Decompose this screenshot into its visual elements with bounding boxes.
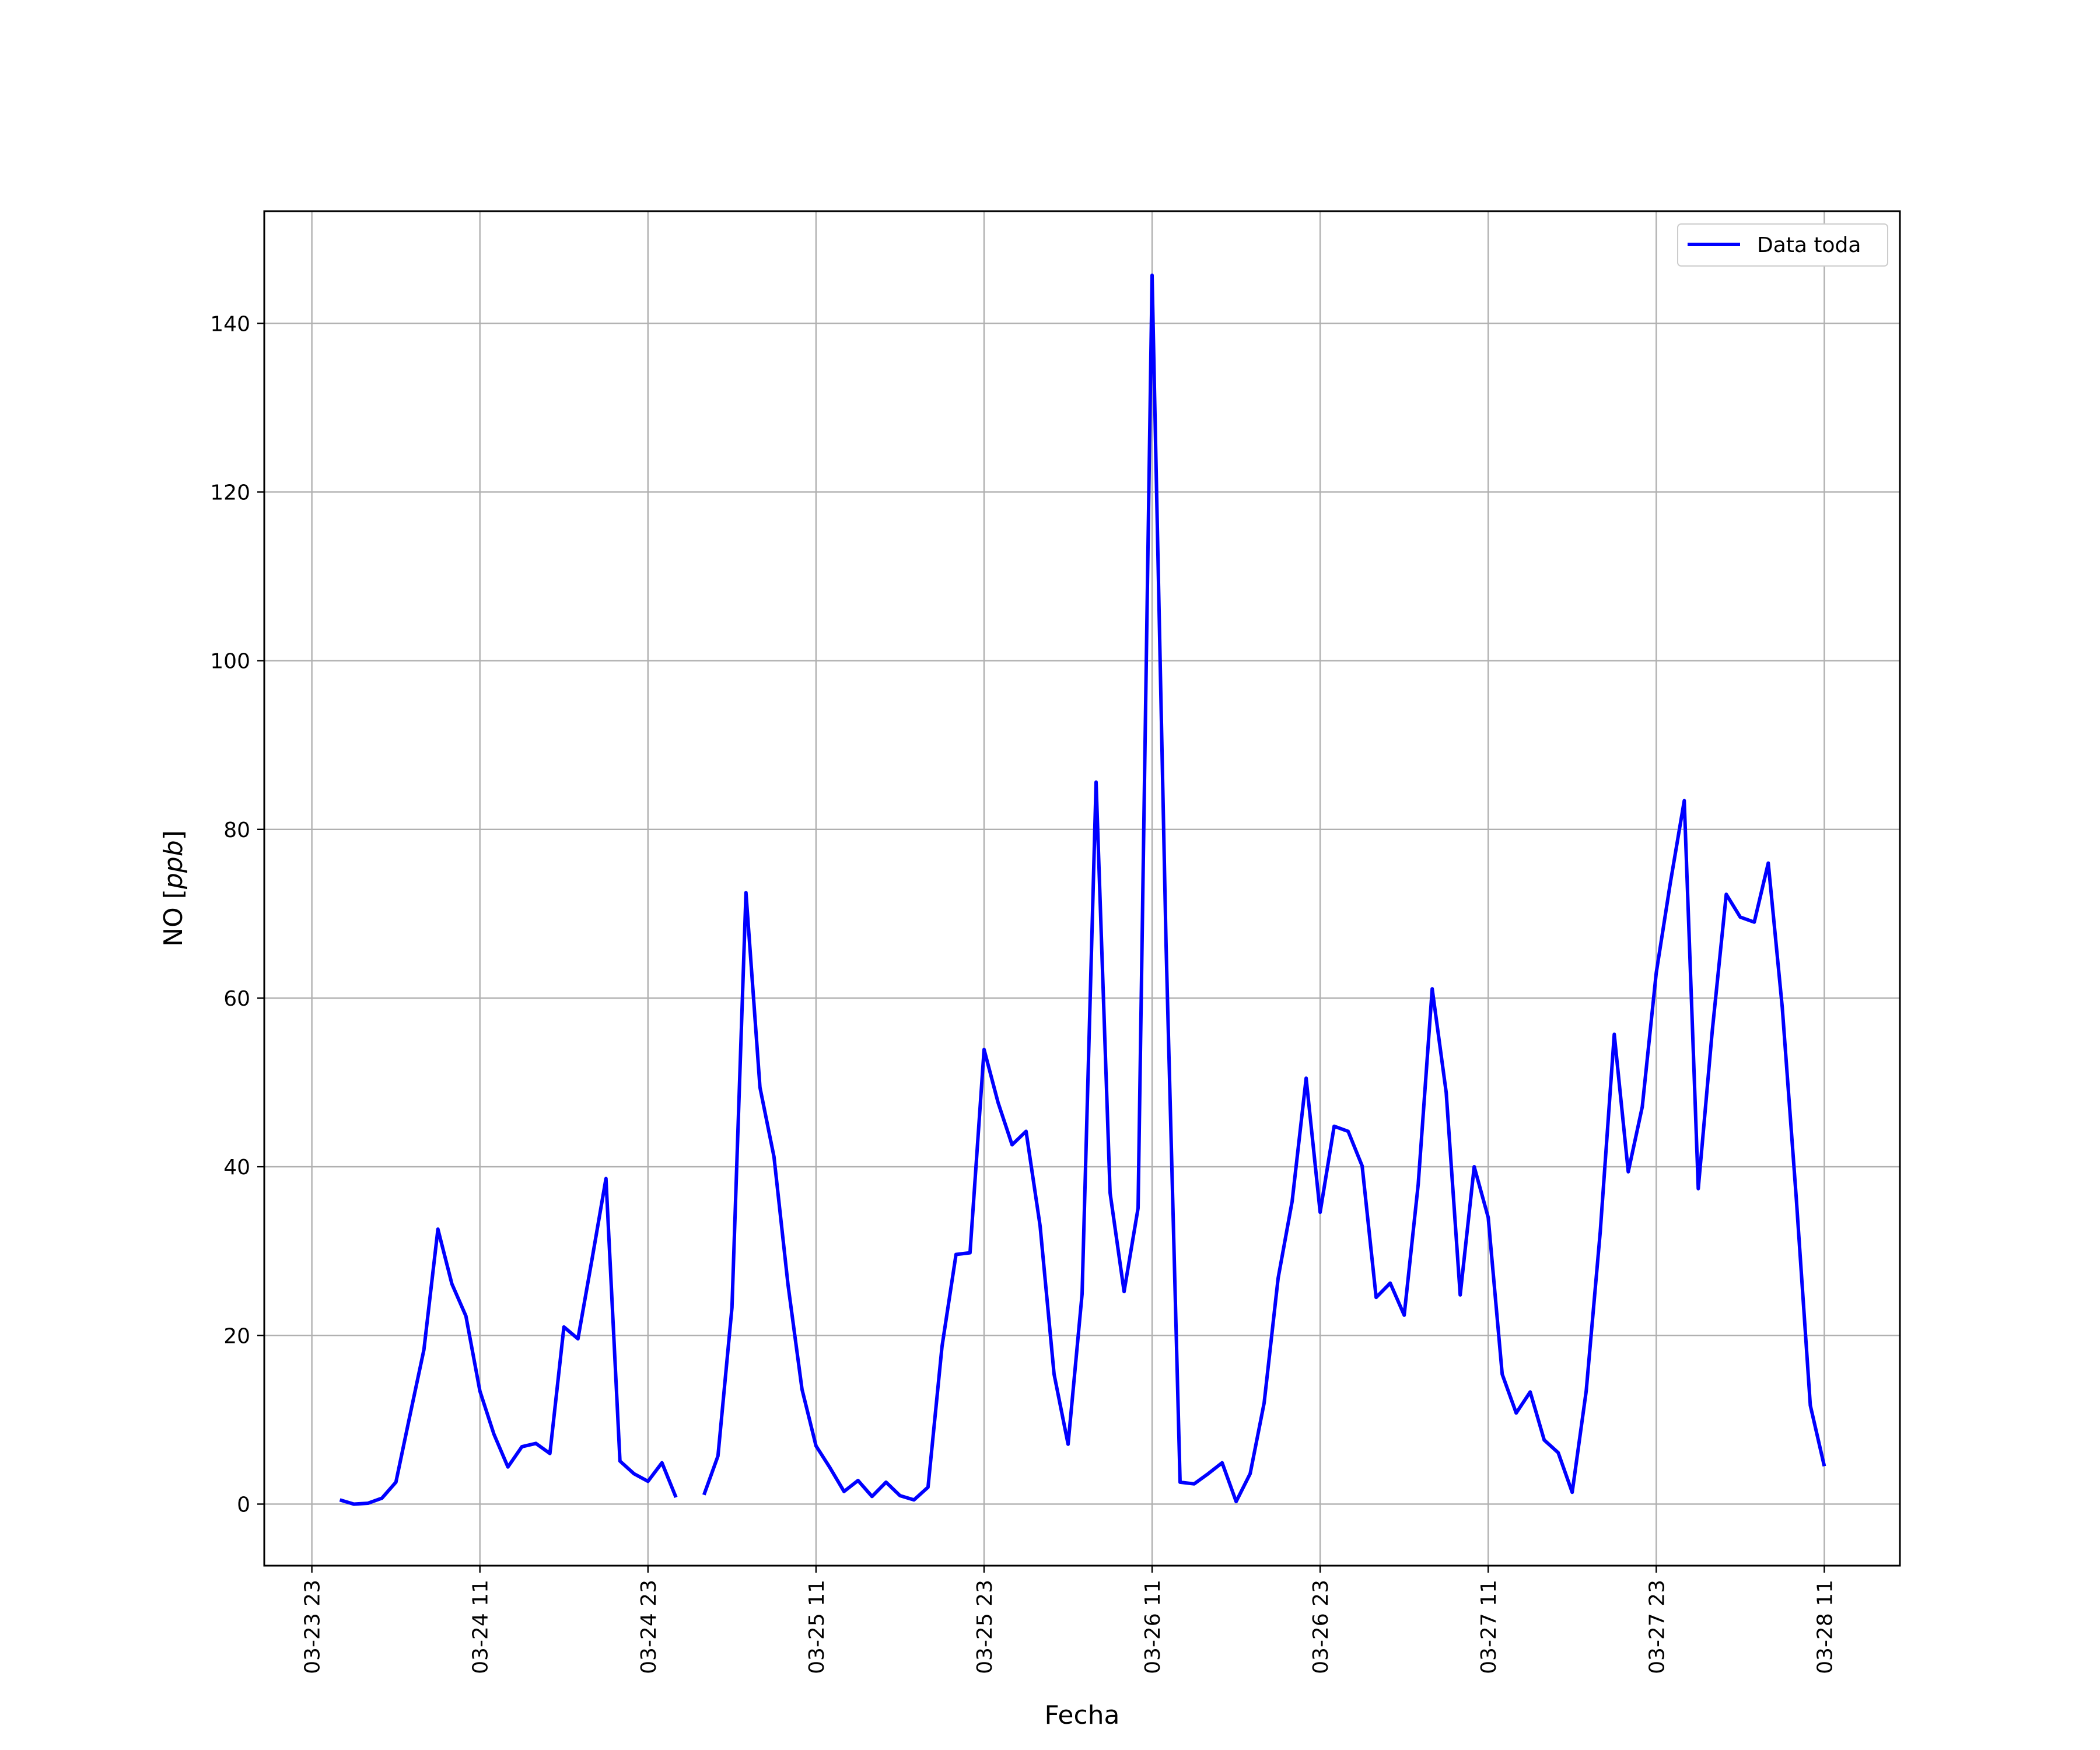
- legend-label: Data toda: [1757, 233, 1861, 257]
- y-tick-label: 60: [223, 987, 250, 1011]
- legend-box: [1677, 223, 1888, 267]
- x-axis-label: Fecha: [1044, 1700, 1119, 1730]
- x-tick-label: 03-27 11: [1477, 1580, 1501, 1674]
- y-tick-label: 20: [223, 1324, 250, 1348]
- x-tick-label: 03-28 11: [1813, 1580, 1837, 1674]
- x-tick-label: 03-23 23: [301, 1580, 325, 1674]
- x-tick-label: 03-24 23: [637, 1580, 661, 1674]
- y-tick-label: 80: [223, 818, 250, 842]
- y-tick-label: 40: [223, 1156, 250, 1180]
- x-tick-label: 03-26 23: [1309, 1580, 1333, 1674]
- plot-frame: [263, 210, 1901, 1567]
- y-tick-label: 100: [210, 650, 250, 674]
- series-line-data-toda: [339, 273, 1826, 1506]
- x-tick-label: 03-25 23: [973, 1580, 997, 1674]
- y-tick-label: 140: [210, 312, 250, 336]
- series-group: [339, 273, 1826, 1506]
- x-tick-label: 03-25 11: [805, 1580, 829, 1674]
- y-tick-label: 0: [237, 1493, 250, 1517]
- x-tick-label: 03-27 23: [1645, 1580, 1669, 1674]
- grid-lines: [264, 211, 1900, 1566]
- y-tick-label: 120: [210, 481, 250, 505]
- x-axis: 03-23 23 03-24 11 03-24 23 03-25 11 03-25 23…: [301, 1566, 1837, 1674]
- x-tick-label: 03-26 11: [1141, 1580, 1165, 1674]
- x-tick-label: 03-24 11: [469, 1580, 493, 1674]
- y-axis-label: NO [ppb]: [159, 830, 188, 947]
- y-axis: 0 20 40 60 80 100 120 140: [210, 312, 264, 1517]
- legend: Data toda: [1677, 223, 1888, 267]
